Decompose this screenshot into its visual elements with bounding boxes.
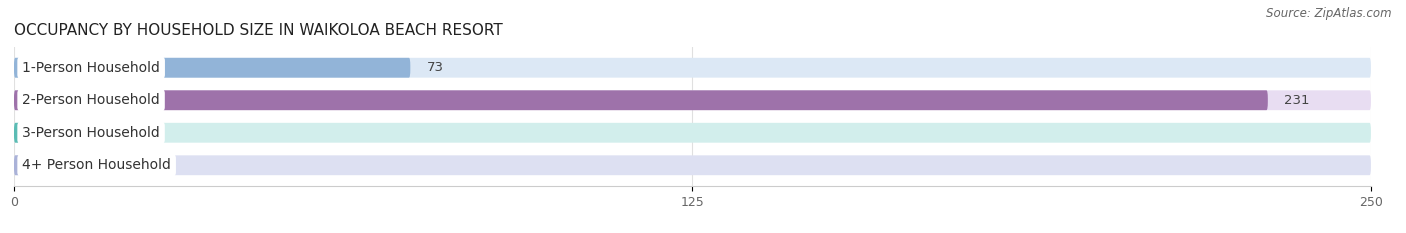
- Text: 3-Person Household: 3-Person Household: [22, 126, 160, 140]
- Text: OCCUPANCY BY HOUSEHOLD SIZE IN WAIKOLOA BEACH RESORT: OCCUPANCY BY HOUSEHOLD SIZE IN WAIKOLOA …: [14, 24, 503, 38]
- Text: 16: 16: [117, 159, 134, 172]
- FancyBboxPatch shape: [14, 155, 1371, 175]
- Text: 231: 231: [1284, 94, 1309, 107]
- FancyBboxPatch shape: [14, 58, 411, 78]
- Text: 17: 17: [122, 126, 139, 139]
- Text: 2-Person Household: 2-Person Household: [22, 93, 160, 107]
- Text: 4+ Person Household: 4+ Person Household: [22, 158, 172, 172]
- FancyBboxPatch shape: [14, 90, 1268, 110]
- Text: 1-Person Household: 1-Person Household: [22, 61, 160, 75]
- FancyBboxPatch shape: [14, 155, 101, 175]
- FancyBboxPatch shape: [14, 90, 1371, 110]
- FancyBboxPatch shape: [14, 58, 1371, 78]
- Text: 73: 73: [426, 61, 443, 74]
- FancyBboxPatch shape: [14, 123, 1371, 143]
- Text: Source: ZipAtlas.com: Source: ZipAtlas.com: [1267, 7, 1392, 20]
- FancyBboxPatch shape: [14, 123, 107, 143]
